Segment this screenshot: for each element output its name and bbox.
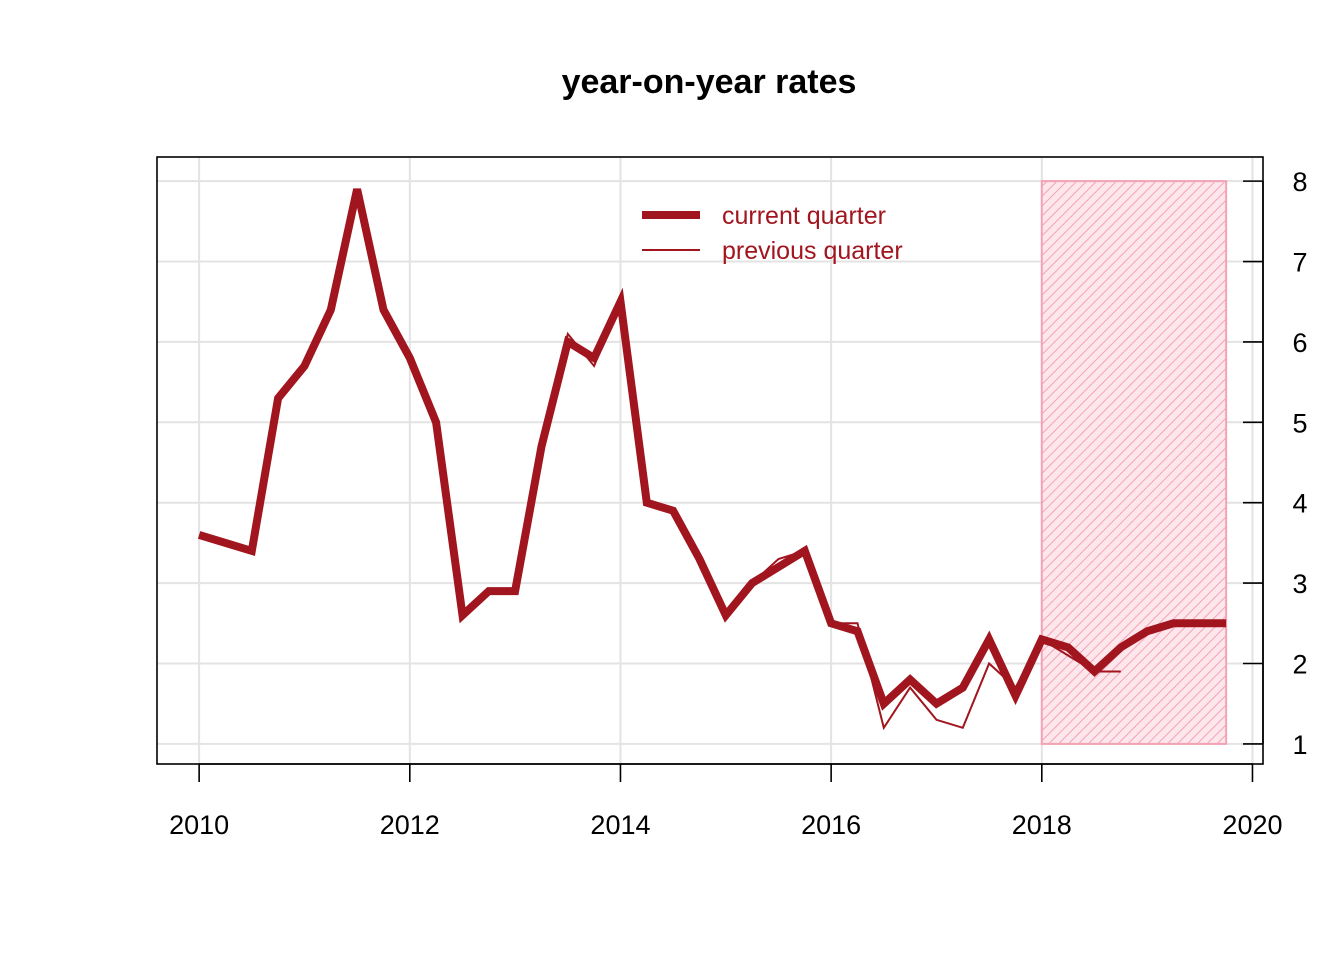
x-tick-label-2016: 2016 bbox=[801, 810, 861, 840]
y-axis-right: 1 2 3 4 5 6 7 8 bbox=[1243, 167, 1308, 760]
x-tick-label-2012: 2012 bbox=[380, 810, 440, 840]
x-tick-label-2018: 2018 bbox=[1012, 810, 1072, 840]
forecast-region bbox=[1040, 180, 1228, 745]
y-tick-label-2: 2 bbox=[1292, 650, 1307, 680]
y-tick-label-4: 4 bbox=[1292, 489, 1307, 519]
legend-label-current-quarter: current quarter bbox=[722, 202, 886, 230]
y-tick-label-7: 7 bbox=[1292, 248, 1307, 278]
x-tick-label-2014: 2014 bbox=[590, 810, 650, 840]
y-tick-label-5: 5 bbox=[1292, 408, 1307, 438]
x-tick-label-2020: 2020 bbox=[1222, 810, 1282, 840]
chart-title: year-on-year rates bbox=[562, 63, 857, 101]
y-tick-label-1: 1 bbox=[1292, 730, 1307, 760]
series-line-current-quarter bbox=[197, 188, 1227, 711]
legend-label-previous-quarter: previous quarter bbox=[722, 237, 903, 265]
x-axis: 2010 2012 2014 2016 2018 2020 bbox=[169, 763, 1283, 840]
y-tick-label-6: 6 bbox=[1292, 328, 1307, 358]
x-tick-label-2010: 2010 bbox=[169, 810, 229, 840]
y-tick-label-8: 8 bbox=[1292, 167, 1307, 197]
y-tick-label-3: 3 bbox=[1292, 569, 1307, 599]
forecast-hatched-area bbox=[1040, 180, 1228, 745]
legend: current quarter previous quarter bbox=[642, 202, 903, 265]
series-layer bbox=[197, 188, 1227, 731]
